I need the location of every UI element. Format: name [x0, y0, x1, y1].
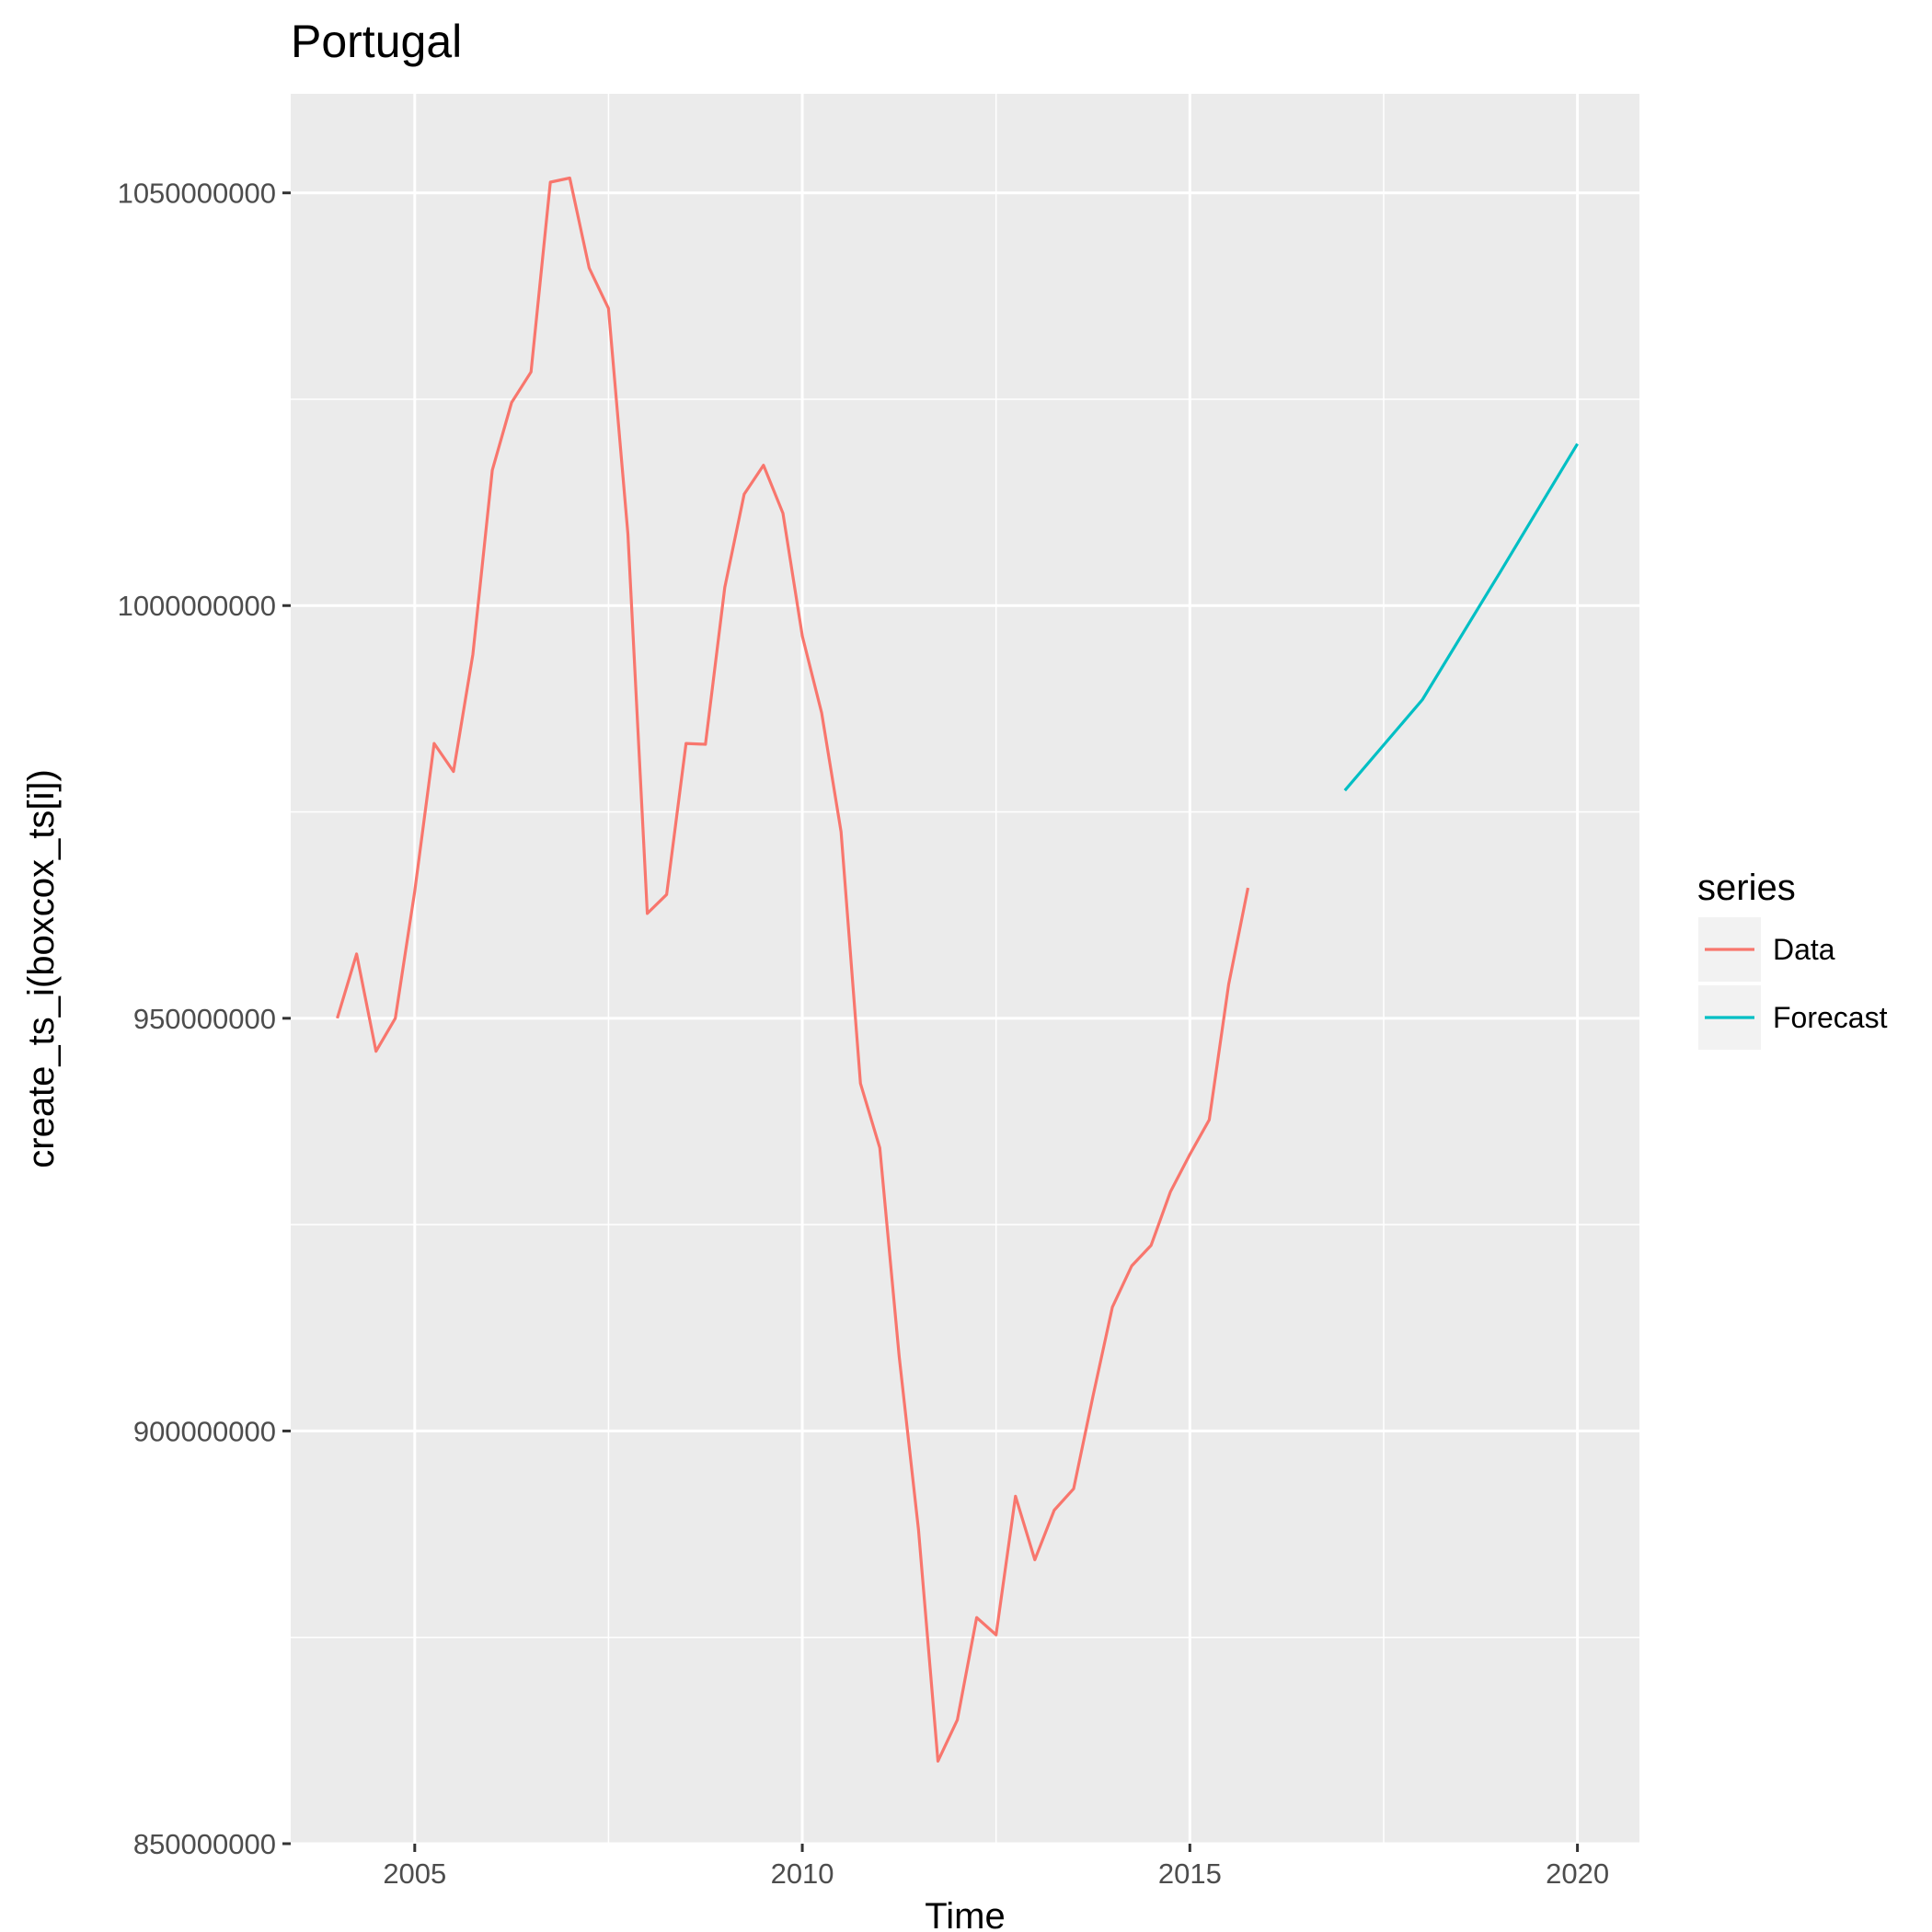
- axes: 2005 2010 2015 2020 850000000 900000000 950000…: [118, 178, 1610, 1890]
- legend-label-data: Data: [1773, 933, 1835, 966]
- y-axis-title: create_ts_i(boxcox_ts[i]): [21, 769, 62, 1168]
- chart-title: Portugal: [291, 16, 462, 67]
- legend-label-forecast: Forecast: [1773, 1001, 1888, 1034]
- y-tick-label: 850000000: [133, 1828, 276, 1860]
- y-tick-label: 900000000: [133, 1415, 276, 1447]
- x-tick-label: 2005: [383, 1857, 446, 1890]
- series-line-data: [336, 176, 1250, 1763]
- x-axis-title: Time: [925, 1896, 1005, 1932]
- y-tick-label: 1000000000: [118, 590, 276, 622]
- legend-title: series: [1697, 868, 1796, 908]
- y-tick-label: 950000000: [133, 1003, 276, 1035]
- x-tick-label: 2020: [1546, 1857, 1609, 1890]
- plot-panel: [291, 94, 1639, 1844]
- legend: series Data Forecast: [1697, 868, 1888, 1050]
- series-lines: [336, 176, 1579, 1763]
- y-tick-label: 1050000000: [118, 178, 276, 210]
- grid-lines: [291, 94, 1639, 1846]
- x-tick-label: 2010: [771, 1857, 834, 1890]
- series-line-forecast: [1343, 443, 1579, 792]
- x-tick-label: 2015: [1158, 1857, 1222, 1890]
